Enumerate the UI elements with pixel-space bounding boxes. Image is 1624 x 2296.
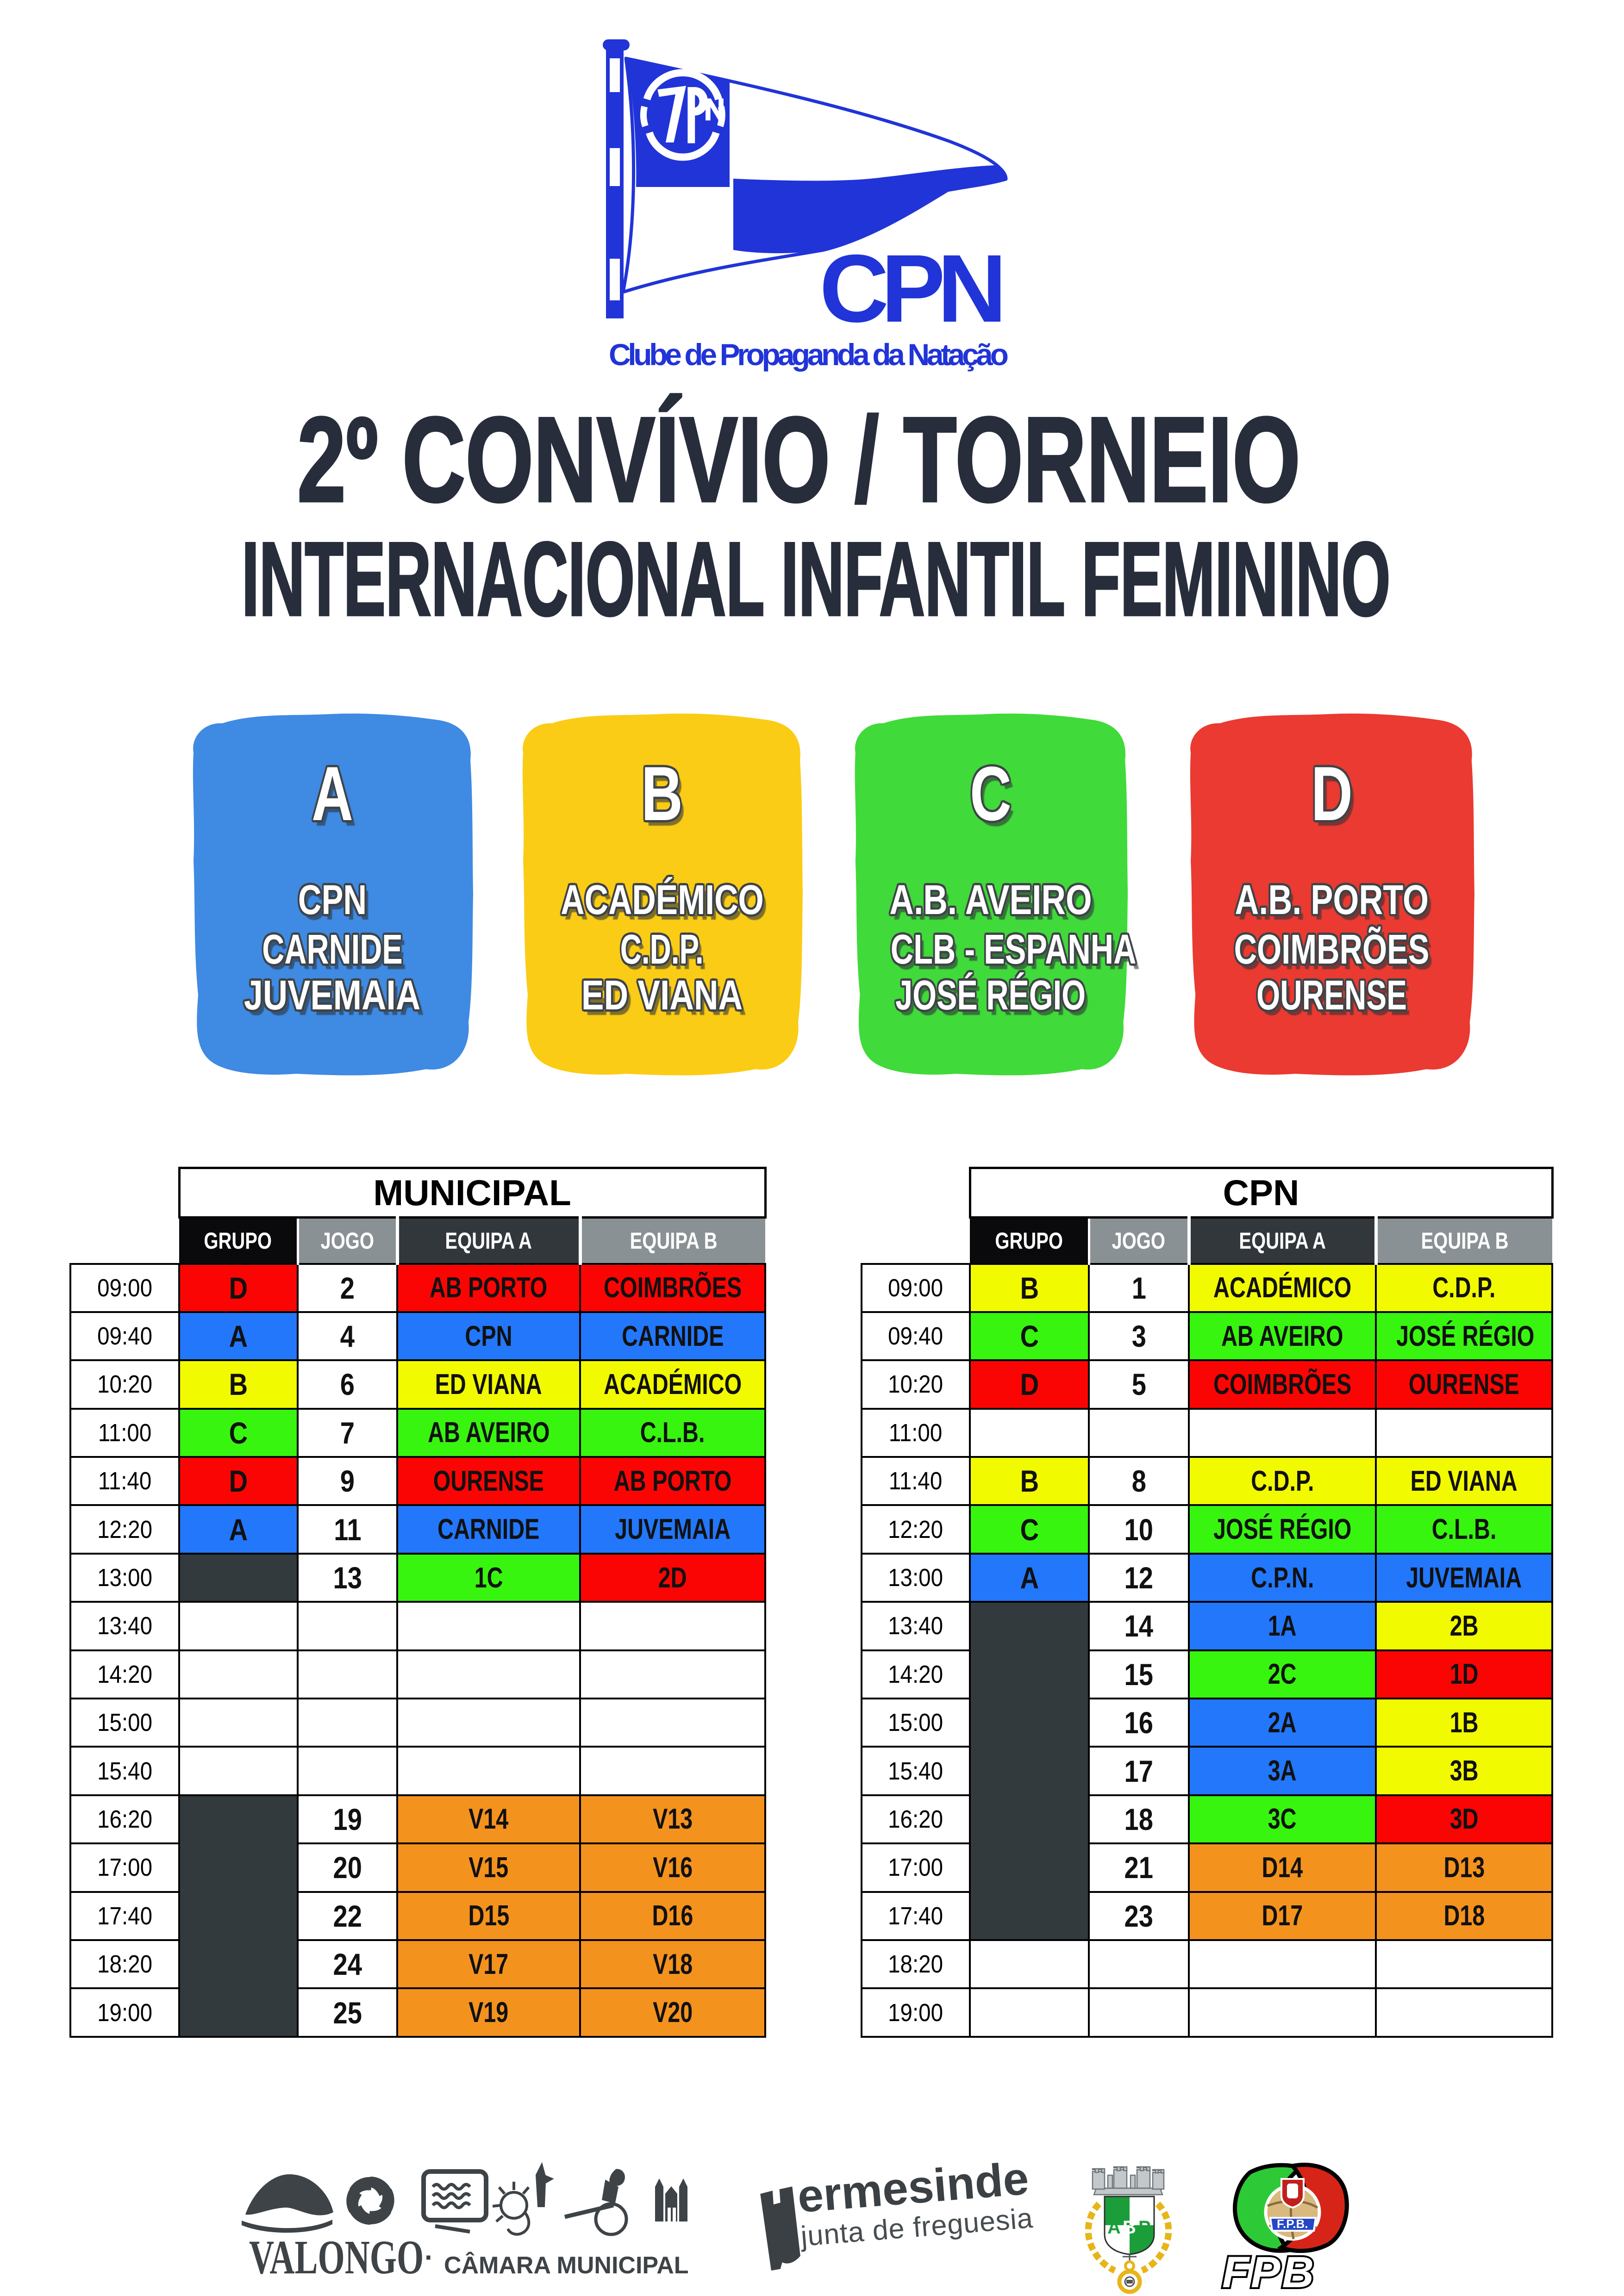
svg-text:A: A xyxy=(1107,2217,1121,2238)
svg-text:FPB: FPB xyxy=(1222,2248,1316,2296)
svg-text:CPN: CPN xyxy=(819,235,1007,342)
svg-text:Clube de Propaganda da Natação: Clube de Propaganda da Natação xyxy=(609,337,1009,372)
svg-text:F.P.B.: F.P.B. xyxy=(1277,2217,1308,2231)
svg-text:P: P xyxy=(1138,2217,1151,2238)
svg-text:B: B xyxy=(1123,2217,1136,2238)
